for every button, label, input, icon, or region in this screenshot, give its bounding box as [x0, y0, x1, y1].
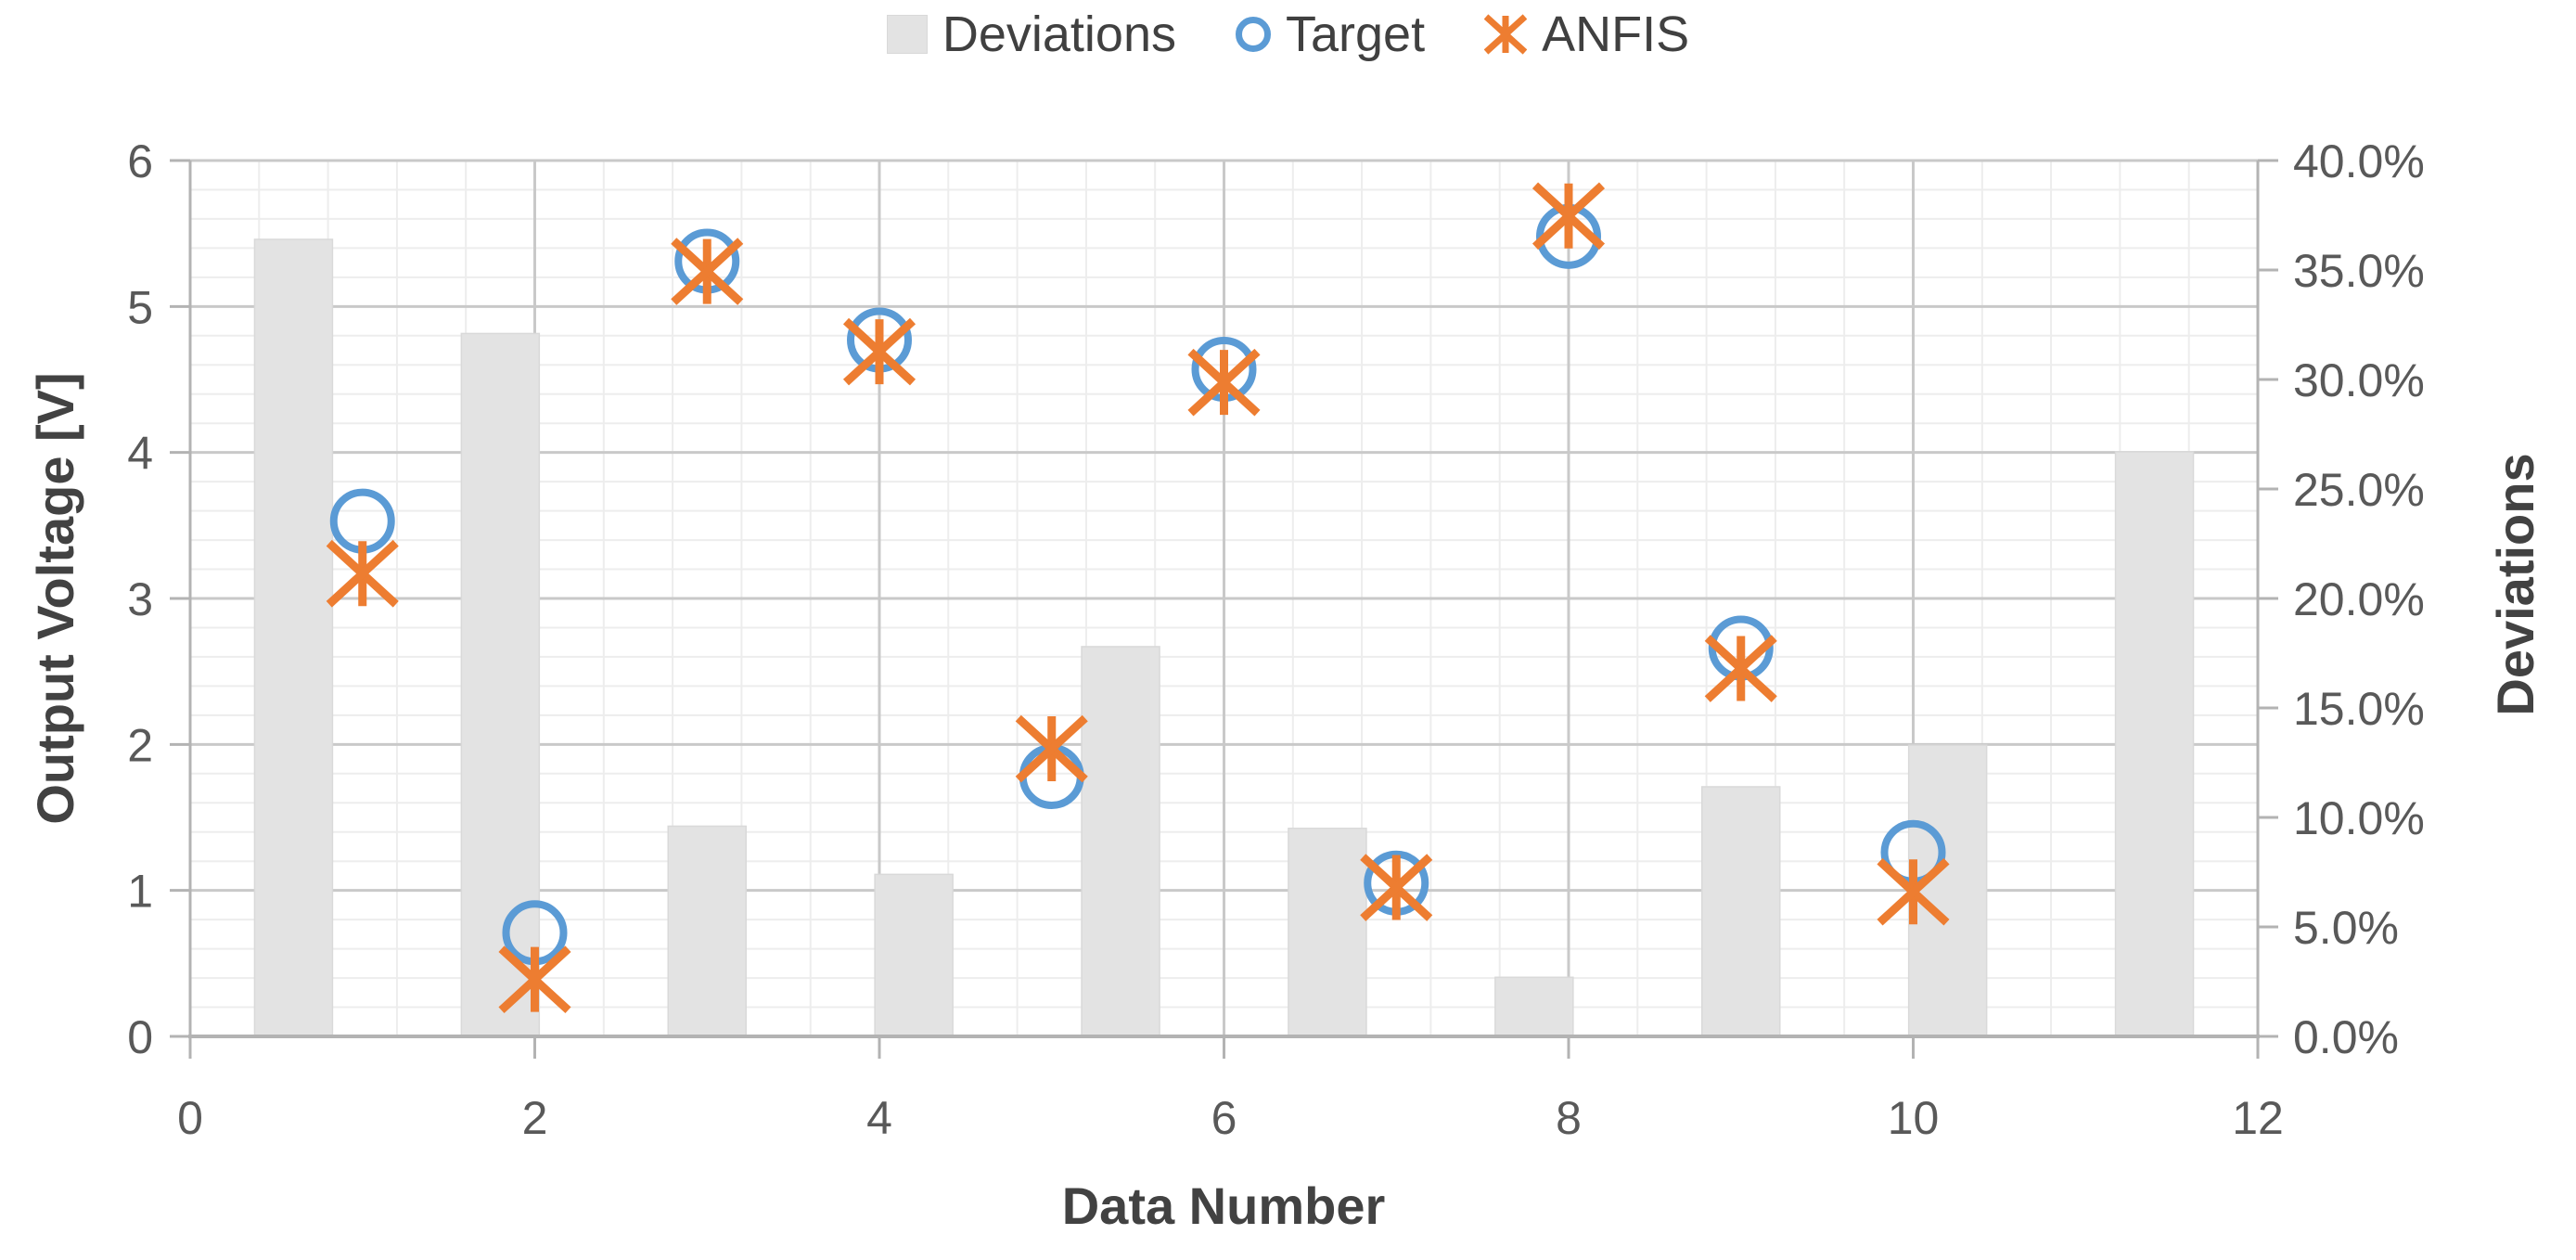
legend-label-deviations: Deviations: [942, 6, 1176, 62]
y-left-tick-label: 0: [127, 1011, 153, 1063]
x-axis-tick-label: 12: [2232, 1092, 2284, 1144]
anfis-point: [1704, 635, 1777, 702]
anfis-star-stroke: [1187, 348, 1261, 417]
x-axis-tick-label: 0: [177, 1092, 203, 1144]
y-left-tick-label: 6: [127, 135, 153, 187]
x-axis-tick-label: 4: [866, 1092, 892, 1144]
y-right-tick-label: 40.0%: [2293, 135, 2425, 187]
y-left-tick-label: 3: [127, 573, 153, 625]
y-right-tick-label: 25.0%: [2293, 464, 2425, 516]
y-right-tick-label: 15.0%: [2293, 683, 2425, 735]
deviations-bar-swatch-icon: [886, 15, 928, 54]
deviation-bar: [1907, 744, 1988, 1037]
anfis-star-stroke: [842, 317, 916, 386]
legend-item-deviations: Deviations: [886, 6, 1176, 62]
anfis-star-stroke: [498, 945, 571, 1013]
y-left-tick-label: 1: [127, 866, 153, 918]
anfis-point: [1360, 854, 1433, 921]
deviation-bar: [253, 238, 334, 1037]
deviation-bar: [1081, 646, 1160, 1037]
anfis-star-stroke: [326, 539, 399, 608]
anfis-star-marker-icon: [1484, 14, 1528, 55]
anfis-point: [1187, 348, 1261, 417]
x-axis-tick-label: 6: [1211, 1092, 1237, 1144]
legend-label-target: Target: [1286, 6, 1426, 62]
legend-item-target: Target: [1236, 9, 1425, 59]
y-right-tick-label: 35.0%: [2293, 245, 2425, 297]
x-axis-tick-label: 2: [522, 1092, 548, 1144]
y-left-tick-label: 5: [127, 281, 153, 333]
y-right-tick-label: 20.0%: [2293, 573, 2425, 625]
x-axis-title: Data Number: [1061, 1176, 1386, 1235]
deviation-bar: [667, 825, 747, 1037]
x-axis-tick-label: 10: [1888, 1092, 1940, 1144]
deviation-bar: [874, 873, 954, 1037]
y-left-tick-label: 4: [127, 428, 153, 480]
y-right-tick-label: 10.0%: [2293, 792, 2425, 844]
anfis-point: [1877, 857, 1950, 926]
deviation-bar: [1494, 976, 1574, 1037]
legend-label-anfis: ANFIS: [1542, 6, 1690, 62]
target-circle-marker-icon: [1236, 17, 1271, 52]
y-right-tick-label: 0.0%: [2293, 1011, 2399, 1063]
deviation-bar: [460, 332, 541, 1037]
deviation-bar: [2114, 451, 2195, 1037]
anfis-star-stroke: [1015, 714, 1088, 783]
anfis-point: [842, 317, 916, 386]
legend-item-anfis: ANFIS: [1484, 9, 1689, 59]
anfis-star-stroke: [1704, 635, 1777, 702]
anfis-star-stroke: [1360, 854, 1433, 921]
x-axis-tick-label: 8: [1556, 1092, 1582, 1144]
deviation-bar: [1701, 786, 1781, 1037]
anfis-point: [498, 945, 571, 1013]
anfis-point: [1015, 714, 1088, 783]
anfis-point: [1532, 182, 1606, 251]
legend: Deviations Target ANFIS: [0, 9, 2576, 59]
deviation-bar: [1288, 828, 1367, 1037]
y-right-tick-label: 30.0%: [2293, 354, 2425, 406]
anfis-star-stroke: [1877, 857, 1950, 926]
anfis-star-stroke: [671, 238, 744, 305]
y-right-tick-label: 5.0%: [2293, 902, 2399, 954]
anfis-star-stroke: [1532, 182, 1606, 251]
anfis-point: [326, 539, 399, 608]
y-left-tick-label: 2: [127, 719, 153, 771]
anfis-point: [671, 238, 744, 305]
